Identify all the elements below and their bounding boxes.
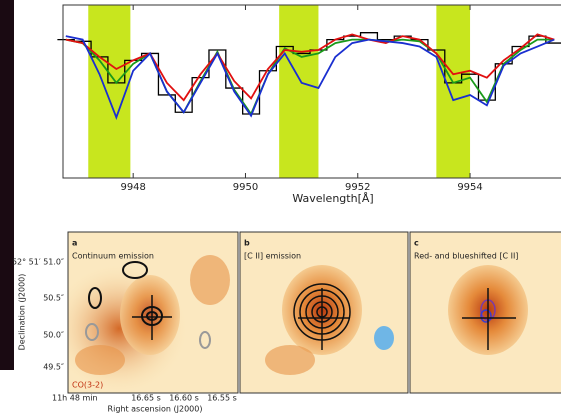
ra-axis-label: Right ascension (J2000) [108, 405, 203, 414]
x-tick-label: 9952 [345, 182, 370, 193]
ra-tick-label: 16.60 s [169, 394, 199, 403]
panel-title: Continuum emission [72, 252, 154, 261]
spectrum-line [65, 35, 555, 121]
panel-letter: b [244, 239, 250, 248]
x-tick-label: 9954 [457, 182, 482, 193]
dec-tick-label: 50.0″ [43, 331, 64, 340]
dec-axis-label: Declination (J2000) [18, 274, 27, 351]
dec-tick-label: 52° 51′ 51.0″ [12, 258, 64, 267]
panel-c [409, 231, 561, 394]
panel-title: Red- and blueshifted [C II] [414, 252, 518, 261]
cropped-image-edge [0, 210, 14, 370]
panel-note: CO(3-2) [72, 381, 103, 390]
x-tick-label: 9950 [233, 182, 258, 193]
dec-tick-label: 50.5″ [43, 294, 64, 303]
panel-letter: a [72, 239, 77, 248]
highlight-band [279, 5, 319, 178]
maps-figure: a Continuum emission CO(3-2) b [C II] em… [0, 210, 561, 414]
x-axis-label: Wavelength[Å] [292, 192, 373, 205]
spectrum-line [65, 33, 555, 102]
plot-frame [62, 4, 561, 179]
spectrum-chart: Wavelength[Å] 9948 9950 9952 9954 [0, 0, 561, 210]
dec-tick-label: 49.5″ [43, 363, 64, 372]
ra-tick-label: 11h 48 min [52, 394, 98, 403]
panel-title: [C II] emission [244, 252, 301, 261]
cropped-image-edge [0, 0, 14, 210]
highlight-band [88, 5, 131, 178]
panel-letter: c [414, 239, 419, 248]
ra-tick-label: 16.65 s [131, 394, 161, 403]
x-tick-label: 9948 [120, 182, 145, 193]
ra-tick-label: 16.55 s [207, 394, 237, 403]
panel-a [67, 231, 239, 394]
highlight-band [436, 5, 471, 178]
panel-b [239, 231, 409, 394]
